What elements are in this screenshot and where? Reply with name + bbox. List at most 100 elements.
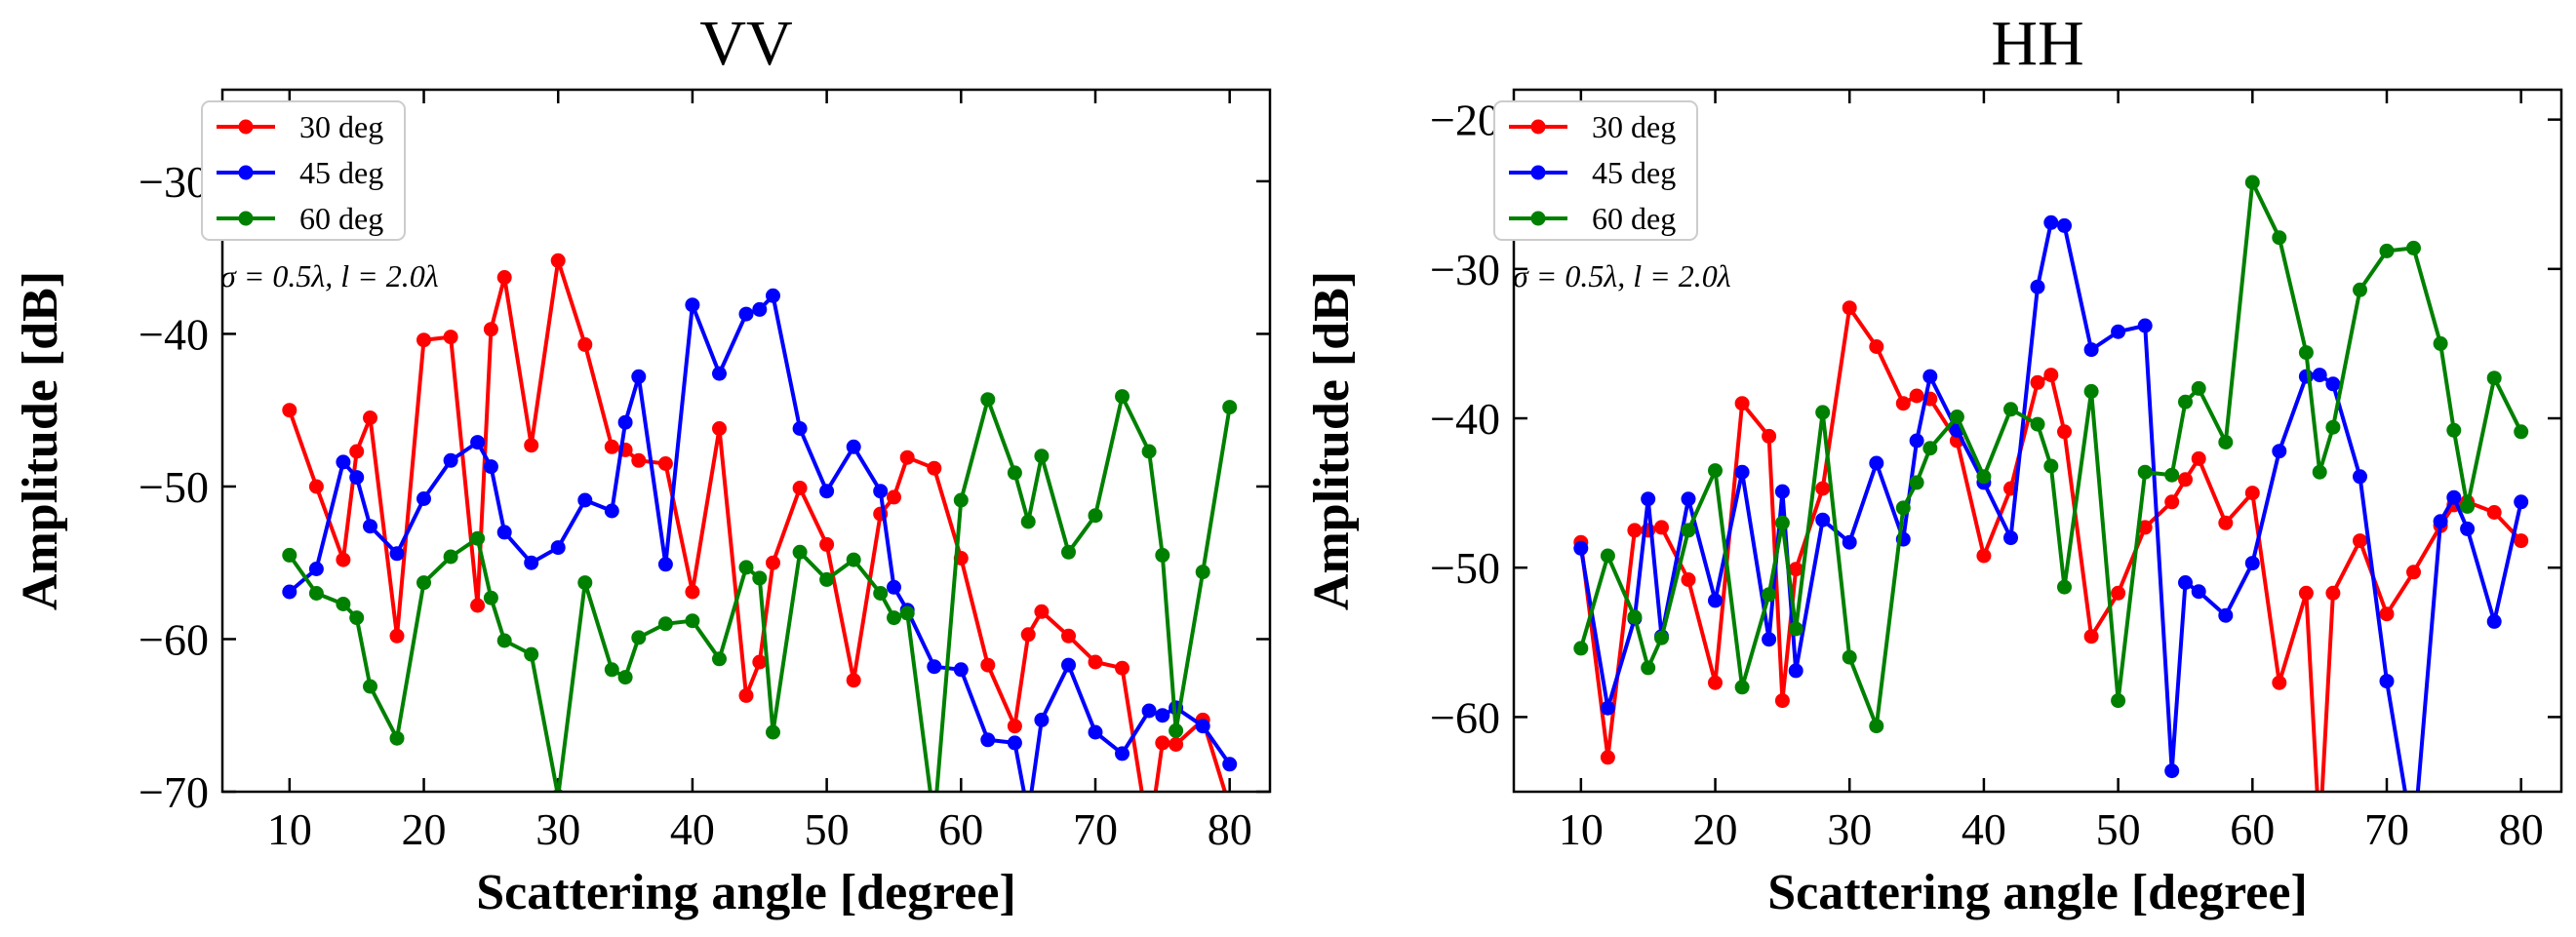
data-point-60-deg <box>2178 394 2193 410</box>
data-point-45-deg <box>496 525 512 540</box>
x-tick-label: 30 <box>1827 804 1872 854</box>
data-point-45-deg <box>550 540 566 556</box>
data-point-60-deg <box>1007 465 1022 481</box>
data-point-30-deg <box>1627 523 1643 538</box>
data-point-45-deg <box>1641 491 1656 507</box>
data-point-45-deg <box>1788 663 1803 679</box>
data-point-45-deg <box>712 366 727 381</box>
data-point-45-deg <box>416 491 431 506</box>
data-point-45-deg <box>1774 484 1790 499</box>
data-point-45-deg <box>1734 464 1750 480</box>
series-line-30-deg <box>287 258 1227 792</box>
data-point-45-deg <box>2244 556 2260 571</box>
data-point-30-deg <box>1115 660 1129 676</box>
data-point-60-deg <box>1762 587 1777 603</box>
data-point-30-deg <box>2486 505 2502 520</box>
data-point-60-deg <box>389 730 405 746</box>
data-point-30-deg <box>1007 719 1022 734</box>
data-point-45-deg <box>1115 746 1129 761</box>
data-point-60-deg <box>2272 230 2287 246</box>
chart-hh-annotation: σ = 0.5λ, l = 2.0λ <box>1513 258 1731 293</box>
data-point-45-deg <box>2460 521 2476 536</box>
data-point-60-deg <box>1788 621 1803 637</box>
data-point-45-deg <box>1909 433 1924 449</box>
chart-vv-x-axis-label: Scattering angle [degree] <box>476 865 1016 920</box>
data-point-45-deg <box>1600 700 1615 716</box>
data-point-45-deg <box>2446 489 2462 505</box>
data-point-60-deg <box>2057 579 2072 595</box>
data-point-45-deg <box>1222 757 1238 772</box>
data-point-45-deg <box>2003 530 2018 546</box>
data-point-60-deg <box>887 610 901 626</box>
y-tick-label: −60 <box>139 614 209 664</box>
chart-vv-axes-frame <box>220 88 1272 794</box>
data-point-45-deg <box>2218 607 2234 623</box>
data-point-30-deg <box>846 673 861 688</box>
data-point-60-deg <box>1115 389 1129 405</box>
chart-vv-annotation: σ = 0.5λ, l = 2.0λ <box>220 258 439 293</box>
data-point-60-deg <box>470 530 486 546</box>
data-point-30-deg <box>887 489 901 505</box>
legend-label-60-deg: 60 deg <box>1592 201 1676 236</box>
data-point-60-deg <box>2460 498 2476 514</box>
chart-hh-title: HH <box>1991 8 2083 79</box>
chart-hh-x-tick-labels: 10 20 30 40 50 60 70 80 <box>1559 804 2544 854</box>
data-point-60-deg <box>1774 515 1790 530</box>
x-tick-label: 40 <box>1962 804 2006 854</box>
data-point-60-deg <box>1020 514 1036 529</box>
data-point-45-deg <box>577 492 593 508</box>
data-point-45-deg <box>1034 712 1050 727</box>
data-point-45-deg <box>2057 217 2072 233</box>
data-point-30-deg <box>282 403 297 418</box>
data-point-30-deg <box>1708 675 1723 690</box>
chart-hh-ticks <box>1514 90 2561 792</box>
data-point-30-deg <box>363 410 377 425</box>
data-point-30-deg <box>308 479 324 494</box>
data-point-45-deg <box>2325 376 2341 392</box>
data-point-45-deg <box>657 557 673 572</box>
data-point-30-deg <box>657 456 673 471</box>
data-point-60-deg <box>1815 405 1831 420</box>
x-tick-label: 60 <box>938 804 983 854</box>
data-point-30-deg <box>2178 472 2193 488</box>
data-point-45-deg <box>766 288 780 303</box>
legend-marker-30-deg <box>1530 119 1546 135</box>
data-point-30-deg <box>496 270 512 285</box>
y-tick-label: −40 <box>139 309 209 359</box>
data-point-30-deg <box>1654 520 1669 535</box>
data-point-45-deg <box>470 435 486 450</box>
data-point-45-deg <box>308 562 324 576</box>
data-point-45-deg <box>349 470 365 486</box>
chart-hh-legend: 30 deg 45 deg 60 deg <box>1493 100 1698 241</box>
y-tick-label: −40 <box>1430 394 1500 444</box>
data-point-45-deg <box>819 484 835 499</box>
data-point-60-deg <box>577 575 593 591</box>
data-point-30-deg <box>1842 300 1857 316</box>
data-point-30-deg <box>712 421 727 436</box>
data-point-45-deg <box>1762 632 1777 647</box>
data-point-60-deg <box>846 552 861 567</box>
data-point-30-deg <box>1976 548 1992 564</box>
x-tick-label: 80 <box>1208 804 1252 854</box>
data-point-30-deg <box>1020 627 1036 643</box>
data-point-30-deg <box>1600 750 1615 765</box>
data-point-45-deg <box>2030 279 2045 294</box>
data-point-60-deg <box>1141 444 1157 459</box>
data-point-60-deg <box>1842 649 1857 665</box>
data-point-30-deg <box>2191 450 2206 466</box>
series-line-60-deg <box>288 394 1232 792</box>
data-point-30-deg <box>604 439 619 454</box>
chart-hh-y-tick-labels: −60 −50 −40 −30 −20 <box>1430 96 1500 743</box>
legend-frame <box>201 100 406 241</box>
data-point-45-deg <box>2514 494 2529 510</box>
data-point-30-deg <box>1034 604 1050 619</box>
x-tick-label: 20 <box>402 804 447 854</box>
data-point-60-deg <box>1949 410 1964 424</box>
data-point-60-deg <box>712 651 727 667</box>
data-point-45-deg <box>1021 807 1036 822</box>
data-point-45-deg <box>1842 534 1857 550</box>
data-point-30-deg <box>2406 565 2421 580</box>
data-point-45-deg <box>2379 674 2395 689</box>
data-point-45-deg <box>738 306 754 322</box>
